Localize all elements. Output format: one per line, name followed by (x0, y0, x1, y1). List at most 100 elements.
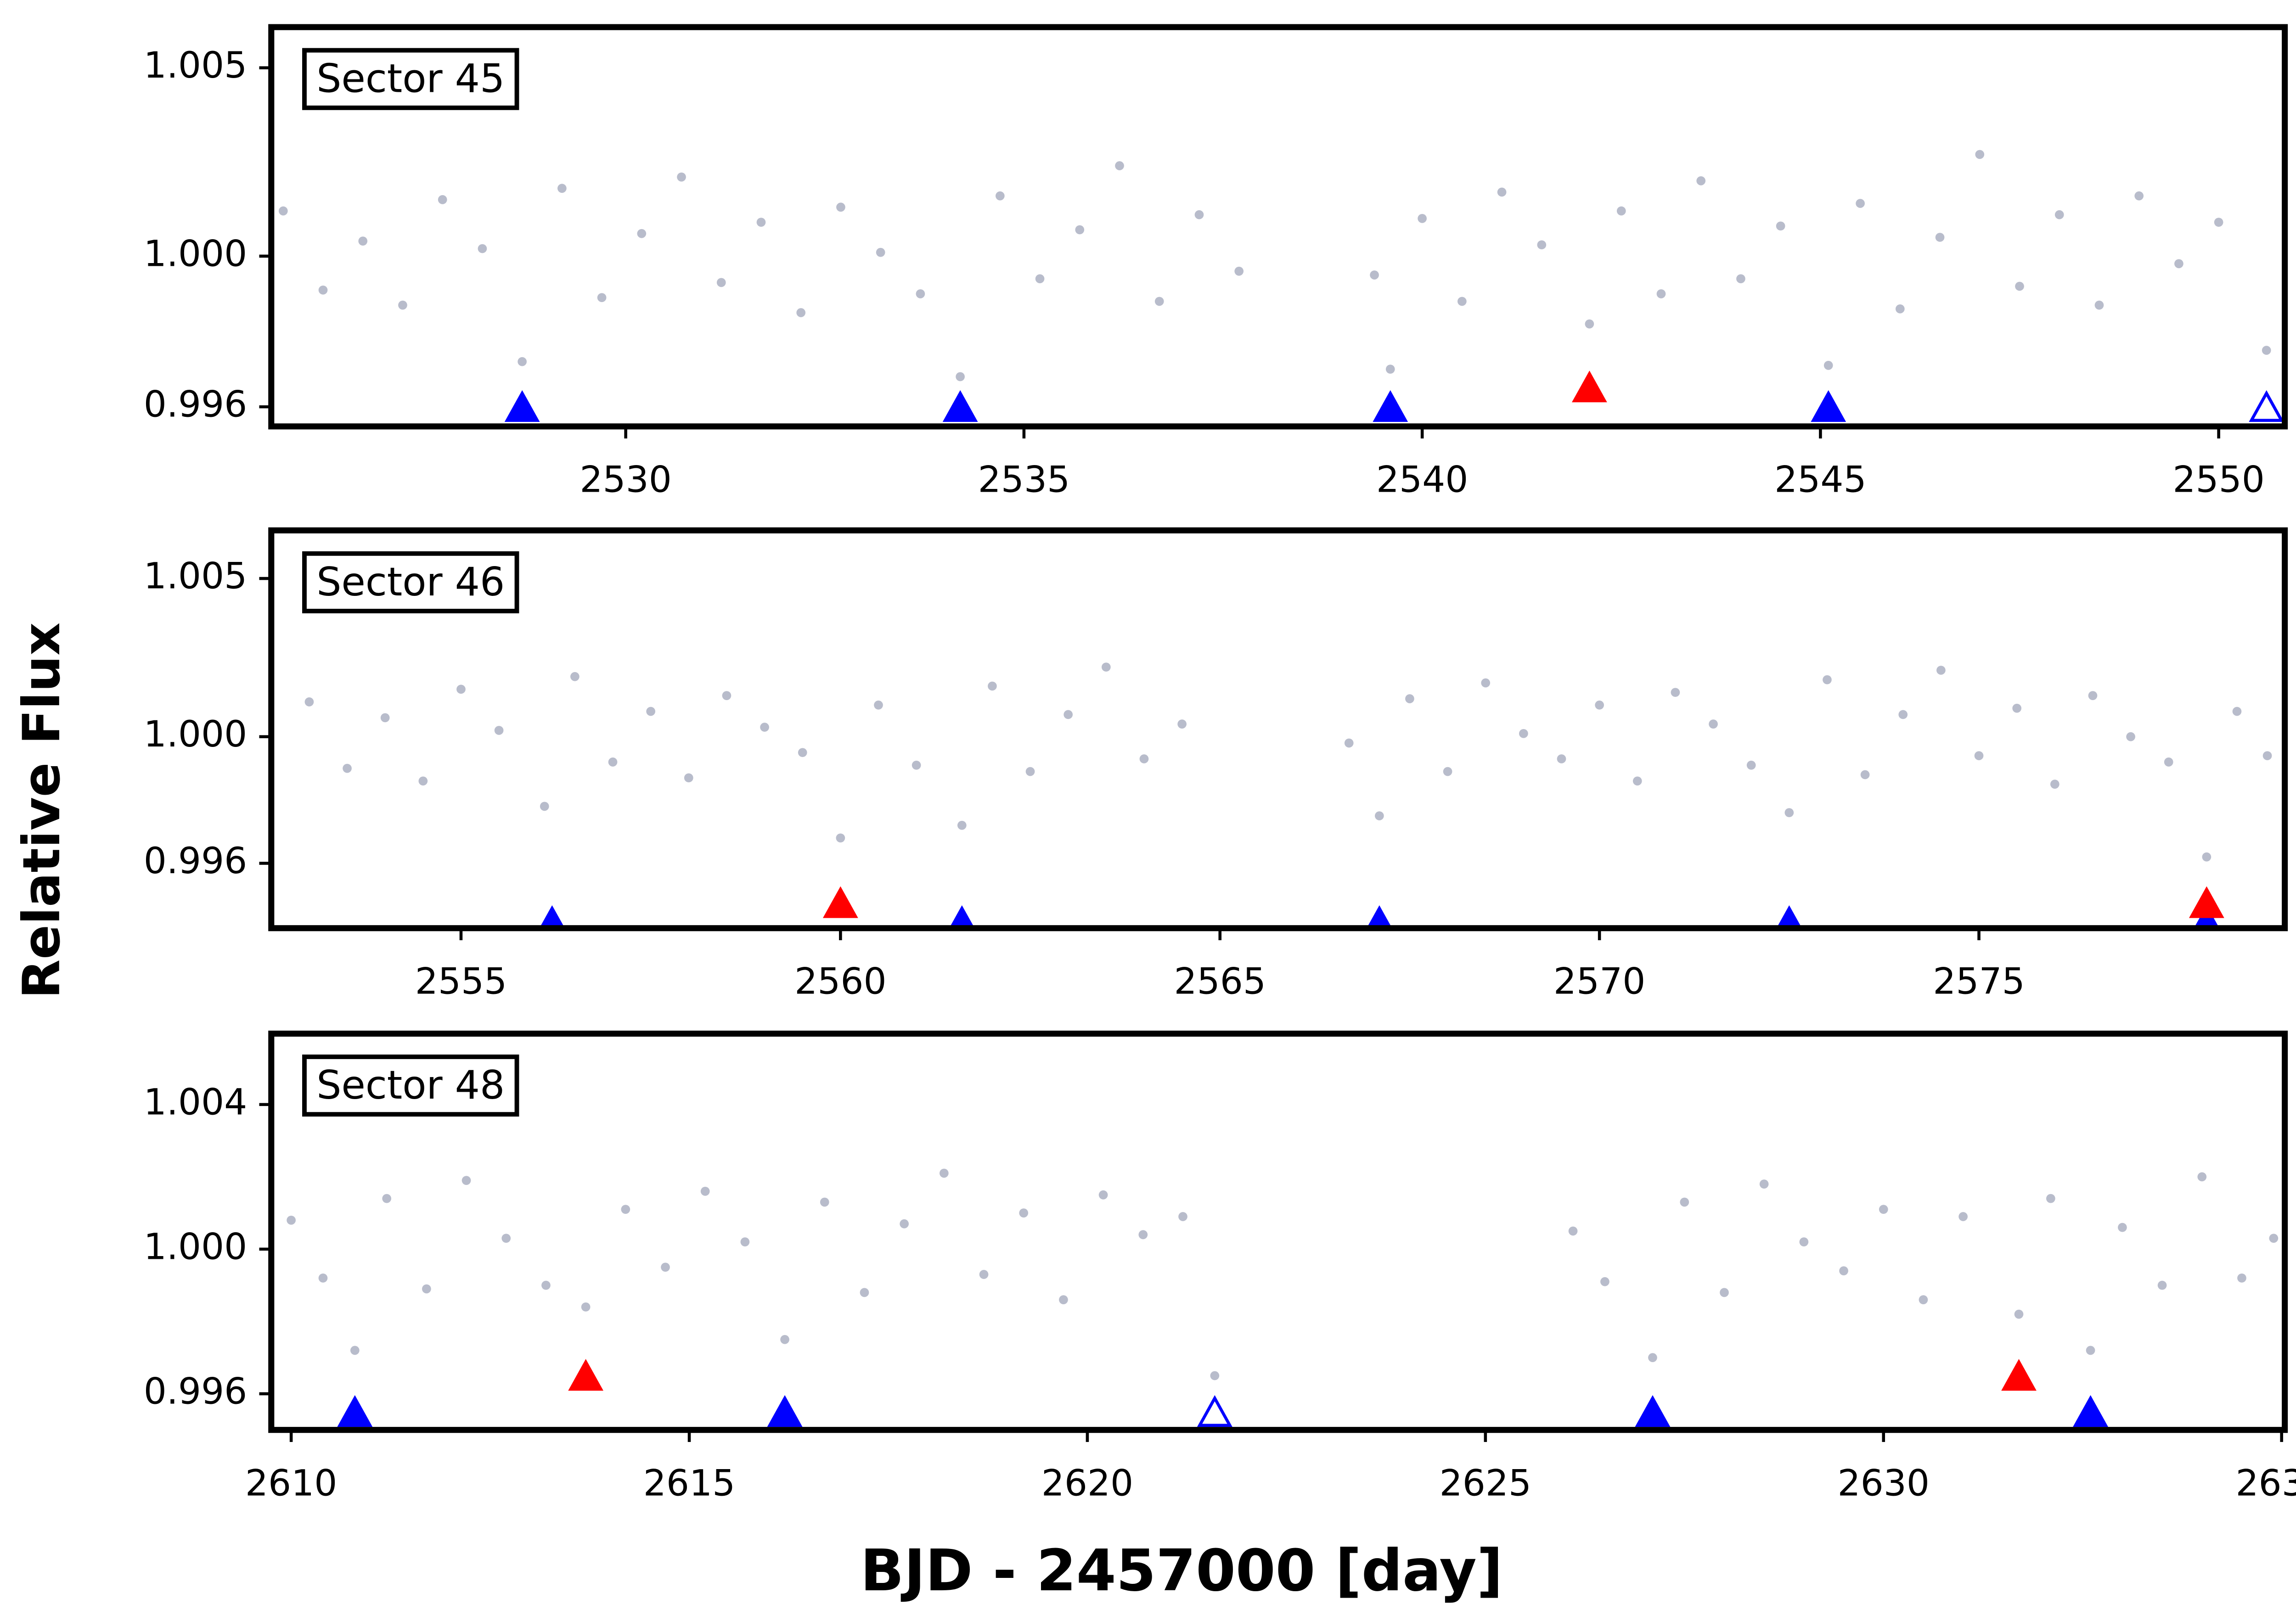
plot-area (287, 1168, 2279, 1427)
transit-marker (1197, 1395, 1232, 1427)
flux-point (1035, 274, 1045, 284)
x-tick-label: 2630 (1838, 1462, 1930, 1504)
flux-point (1823, 361, 1833, 370)
flux-point (1064, 710, 1073, 719)
flux-point (798, 748, 807, 758)
x-tick-label: 2610 (245, 1462, 337, 1504)
frame (268, 1030, 2288, 1433)
flux-point (1568, 1226, 1578, 1236)
flux-point (700, 1187, 710, 1196)
flux-point (1696, 176, 1706, 185)
flux-point (1720, 1288, 1729, 1297)
flux-point (684, 773, 693, 783)
flux-point (597, 293, 607, 303)
flux-point (1935, 233, 1945, 242)
flux-point (1776, 221, 1785, 231)
flux-point (2237, 1274, 2246, 1283)
sector-label: Sector 45 (316, 56, 505, 102)
flux-point (716, 278, 726, 287)
transit-marker (942, 390, 978, 422)
flux-point (1443, 767, 1452, 776)
flux-point (756, 218, 766, 227)
flux-point (2012, 703, 2022, 713)
flux-point (1385, 365, 1395, 374)
flux-point (2269, 1234, 2279, 1243)
flux-point (570, 672, 580, 681)
sector-label-box (302, 1055, 519, 1117)
flux-point (380, 713, 390, 723)
flux-point (1595, 700, 1604, 710)
flux-point (2262, 346, 2271, 355)
flux-point (304, 697, 314, 707)
flux-point (1632, 776, 1642, 786)
flux-point (912, 760, 921, 770)
flux-point (1898, 710, 1908, 719)
flux-point (1177, 719, 1187, 729)
flux-point (478, 244, 487, 253)
flux-point (1025, 767, 1035, 776)
flux-point (287, 1216, 296, 1225)
flux-point (418, 776, 428, 786)
x-tick-label: 2620 (1041, 1462, 1133, 1504)
flux-point (1784, 808, 1794, 817)
flux-point (1680, 1197, 1689, 1207)
y-tick-label: 1.004 (144, 1081, 247, 1123)
flux-point (637, 229, 647, 238)
flux-point (1709, 719, 1718, 729)
flux-point (876, 247, 885, 257)
flux-point (2126, 732, 2135, 741)
flux-point (1405, 694, 1414, 703)
flux-point (995, 191, 1005, 201)
flux-point (1823, 675, 1832, 685)
transit-marker (568, 1359, 604, 1391)
frame (268, 527, 2288, 931)
transit-marker (1635, 1395, 1671, 1427)
transit-marker (949, 905, 975, 928)
y-tick-label: 1.000 (144, 713, 247, 755)
transit-marker (1571, 370, 1607, 403)
transit-marker (1811, 390, 1846, 422)
flux-point (2046, 1194, 2055, 1203)
flux-point (608, 758, 618, 767)
transit-marker (2073, 1395, 2108, 1427)
flux-point (541, 1280, 551, 1290)
y-tick-label: 1.000 (144, 1225, 247, 1268)
flux-point (979, 1270, 989, 1279)
plot-area (304, 662, 2272, 928)
flux-point (1059, 1295, 1068, 1304)
flux-point (1194, 210, 1204, 219)
flux-point (2262, 751, 2272, 760)
flux-point (1975, 150, 1985, 159)
transit-marker (822, 886, 858, 918)
flux-point (1370, 270, 1379, 280)
flux-point (2174, 259, 2183, 269)
flux-point (1958, 1212, 1968, 1221)
flux-point (501, 1234, 511, 1243)
flux-point (836, 202, 845, 212)
x-tick-label: 2575 (1933, 960, 2025, 1003)
flux-point (646, 707, 656, 716)
flux-point (1154, 297, 1164, 306)
flux-point (621, 1205, 630, 1214)
flux-point (860, 1288, 869, 1297)
flux-point (2232, 707, 2242, 716)
flux-point (581, 1302, 591, 1312)
transit-marker (2001, 1359, 2037, 1391)
flux-point (1648, 1353, 1657, 1362)
x-tick-label: 2530 (580, 459, 671, 501)
flux-point (2015, 281, 2024, 291)
x-axis-label: BJD - 2457000 [day] (861, 1537, 1503, 1604)
x-tick-label: 2560 (794, 960, 886, 1003)
flux-point (1856, 199, 1865, 208)
flux-point (422, 1284, 431, 1294)
flux-point (2197, 1172, 2207, 1182)
sector-label-box (302, 48, 519, 110)
flux-point (1374, 811, 1384, 820)
flux-point (1418, 214, 1427, 223)
y-tick-label: 1.005 (144, 555, 247, 597)
flux-point (438, 195, 447, 204)
transit-marker (767, 1395, 803, 1427)
x-tick-label: 2550 (2172, 459, 2264, 501)
flux-point (382, 1194, 392, 1203)
